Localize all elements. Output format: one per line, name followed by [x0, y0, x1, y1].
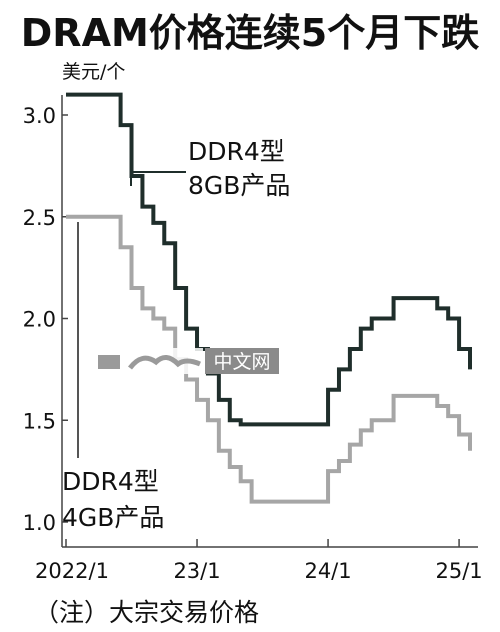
watermark-logo-brush	[128, 355, 201, 370]
series-8gb-leader-line	[130, 171, 186, 186]
watermark-logo-glyph	[98, 355, 120, 369]
y-tick-label: 1.5	[23, 409, 56, 433]
series-label-4gb: DDR4型 4GB产品	[62, 222, 164, 532]
y-tick-label: 2.5	[23, 206, 56, 230]
series-line-8gb	[66, 92, 472, 427]
x-tick-label: 25/1	[435, 559, 482, 583]
x-tick-label: 23/1	[173, 559, 220, 583]
chart-title: DRAM价格连续5个月下跌	[20, 11, 480, 55]
series-4gb-label-line2: 4GB产品	[62, 503, 164, 532]
footnote: （注）大宗交易价格	[34, 598, 260, 627]
y-tick-label: 2.0	[23, 308, 56, 332]
series-8gb-label-line1: DDR4型	[188, 137, 285, 166]
y-axis-unit-label: 美元/个	[62, 61, 125, 83]
series-label-8gb: DDR4型 8GB产品	[130, 137, 290, 200]
series-layer	[66, 92, 472, 504]
watermark: 中文网	[93, 348, 279, 374]
x-tick-label: 24/1	[304, 559, 351, 583]
series-4gb-label-line1: DDR4型	[62, 467, 159, 496]
watermark-badge	[205, 348, 279, 374]
y-tick-label: 3.0	[23, 104, 56, 128]
series-line-4gb	[66, 214, 472, 504]
watermark-text: 中文网	[213, 351, 270, 373]
x-tick-label: 2022/1	[35, 559, 109, 583]
series-8gb-label-line2: 8GB产品	[188, 171, 290, 200]
axes-layer: 1.0 1.5 2.0 2.5 3.0 2022/1 23/1 24/1 25/1	[23, 95, 483, 583]
y-tick-label: 1.0	[23, 511, 56, 535]
